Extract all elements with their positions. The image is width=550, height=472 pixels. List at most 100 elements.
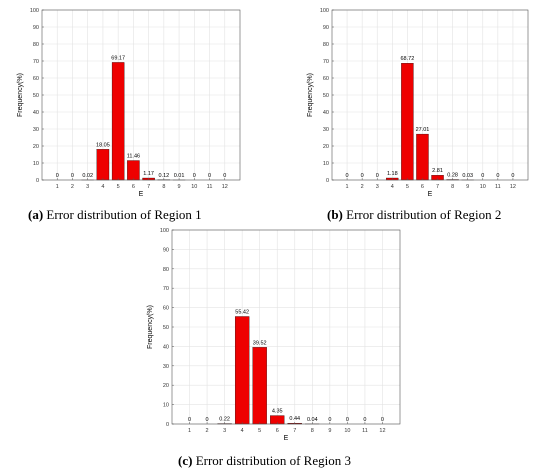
x-tick-label: 4 [391,184,394,190]
x-tick-label: 2 [361,184,364,190]
caption-b-letter: (b) [327,207,343,222]
y-tick-label: 40 [163,344,169,350]
y-tick-label: 100 [160,228,169,234]
data-label: 0 [188,417,191,423]
data-label: 0.03 [462,173,473,179]
data-label: 0 [206,417,209,423]
x-tick-label: 8 [162,184,165,190]
y-tick-label: 20 [163,383,169,389]
data-label: 0 [346,417,349,423]
x-tick-label: 9 [178,184,181,190]
data-label: 11.46 [127,154,140,160]
caption-c-text: Error distribution of Region 3 [192,453,351,468]
y-tick-label: 80 [323,42,329,48]
data-label: 0 [363,417,366,423]
y-axis-label: Frequency(%) [17,73,24,117]
caption-c: (c) Error distribution of Region 3 [178,453,351,469]
y-tick-label: 30 [163,364,169,370]
bar [234,316,250,425]
bar [111,62,125,181]
y-tick-label: 30 [323,127,329,133]
y-tick-label: 60 [323,76,329,82]
x-tick-label: 7 [293,428,296,434]
data-label: 0 [481,173,484,179]
x-tick-label: 9 [328,428,331,434]
data-label: 0 [56,173,59,179]
x-tick-label: 3 [86,184,89,190]
y-tick-label: 60 [33,76,39,82]
y-tick-label: 90 [33,25,39,31]
data-label: 1.17 [143,171,154,177]
data-label: 0.22 [219,417,230,423]
data-label: 0 [223,173,226,179]
x-tick-label: 6 [132,184,135,190]
x-tick-label: 1 [346,184,349,190]
y-tick-label: 80 [163,267,169,273]
x-tick-label: 4 [101,184,104,190]
y-tick-label: 100 [320,8,329,14]
data-label: 69.17 [111,55,125,61]
data-label: 39.52 [253,340,267,346]
x-tick-label: 6 [421,184,424,190]
x-tick-label: 12 [222,184,228,190]
data-label: 0 [376,173,379,179]
y-tick-label: 60 [163,306,169,312]
caption-a: (a) Error distribution of Region 1 [28,207,202,223]
x-axis-label: E [284,435,289,442]
x-tick-label: 3 [223,428,226,434]
x-tick-label: 10 [344,428,350,434]
data-label: 68.72 [401,56,415,62]
data-label: 0.44 [289,416,300,422]
y-tick-label: 100 [30,8,39,14]
data-label: 0.04 [307,417,318,423]
x-tick-label: 10 [191,184,197,190]
chart-panel-c: 0 0 0.22 55.42 39.52 4.35 0.44 0.04 0 0 0 0 0 10 20 30 4… [128,222,418,450]
y-axis-label: Frequency(%) [147,305,154,349]
data-label: 18.05 [96,142,110,148]
x-tick-label: 9 [466,184,469,190]
y-tick-label: 70 [33,59,39,65]
data-label: 0 [346,173,349,179]
x-axis-label: E [139,191,144,198]
y-tick-label: 0 [36,178,39,184]
data-label: 0 [193,173,196,179]
x-tick-label: 6 [276,428,279,434]
x-tick-label: 1 [188,428,191,434]
data-label: 0.01 [174,173,185,179]
y-tick-label: 70 [323,59,329,65]
data-label: 2.81 [432,168,443,174]
data-label: 1.18 [387,171,398,177]
data-label: 0 [71,173,74,179]
bar [416,133,429,181]
data-label: 0.02 [82,173,93,179]
y-tick-label: 10 [323,161,329,167]
x-tick-label: 4 [241,428,244,434]
y-tick-label: 0 [326,178,329,184]
y-tick-label: 0 [166,422,169,428]
caption-a-text: Error distribution of Region 1 [43,207,202,222]
y-tick-label: 50 [163,325,169,331]
bar [252,347,267,425]
x-tick-label: 2 [71,184,74,190]
chart-panel-a: 0 0 0.02 18.05 69.17 11.46 1.17 0.12 0.01 0 0 0 0 10 2… [0,0,260,198]
x-tick-label: 10 [480,184,486,190]
x-tick-label: 7 [436,184,439,190]
y-tick-label: 70 [163,286,169,292]
bar [127,160,140,181]
x-tick-label: 12 [510,184,516,190]
x-tick-label: 5 [406,184,409,190]
chart-panel-b: 0 0 0 1.18 68.72 27.01 2.81 0.28 0.03 0 0 0 0 10 20 30 4… [296,0,550,198]
x-tick-label: 11 [207,184,213,190]
data-label: 0 [381,417,384,423]
data-label: 4.35 [272,409,283,415]
x-tick-label: 1 [56,184,59,190]
x-tick-label: 7 [147,184,150,190]
bar [96,149,110,181]
data-label: 0 [361,173,364,179]
chart-a-svg: 0 0 0.02 18.05 69.17 11.46 1.17 0.12 0.01 0 0 0 0 10 2… [17,8,241,198]
caption-b: (b) Error distribution of Region 2 [327,207,501,223]
y-tick-label: 20 [33,144,39,150]
x-tick-label: 8 [311,428,314,434]
y-tick-label: 20 [323,144,329,150]
x-tick-label: 8 [451,184,454,190]
